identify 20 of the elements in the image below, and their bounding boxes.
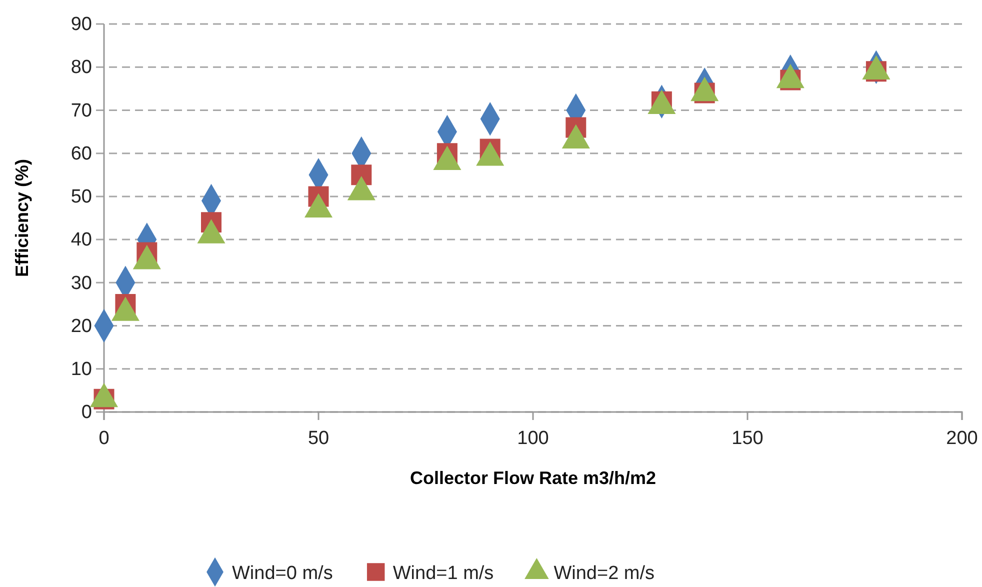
y-tick-label: 30: [70, 272, 92, 294]
y-tick-label: 60: [70, 143, 92, 164]
x-tick-label: 50: [308, 428, 330, 449]
x-axis-title: Collector Flow Rate m3/h/m2: [410, 468, 656, 488]
legend-label: Wind=2 m/s: [554, 563, 655, 584]
y-tick-label: 0: [81, 402, 92, 424]
x-tick-label: 200: [946, 428, 978, 449]
y-tick-label: 40: [70, 230, 92, 251]
y-tick-label: 70: [70, 100, 92, 122]
y-axis-title: Efficiency (%): [12, 158, 32, 278]
x-tick-label: 150: [732, 428, 764, 449]
y-tick-label: 90: [70, 14, 92, 36]
y-tick-label: 20: [70, 316, 92, 337]
y-tick-label: 50: [70, 186, 92, 208]
x-tick-label: 0: [98, 428, 110, 449]
x-tick-label: 100: [517, 428, 549, 449]
y-tick-label: 80: [70, 57, 92, 78]
legend-label: Wind=0 m/s: [232, 563, 333, 584]
legend-label: Wind=1 m/s: [392, 563, 494, 584]
y-tick-label: 10: [70, 358, 92, 380]
